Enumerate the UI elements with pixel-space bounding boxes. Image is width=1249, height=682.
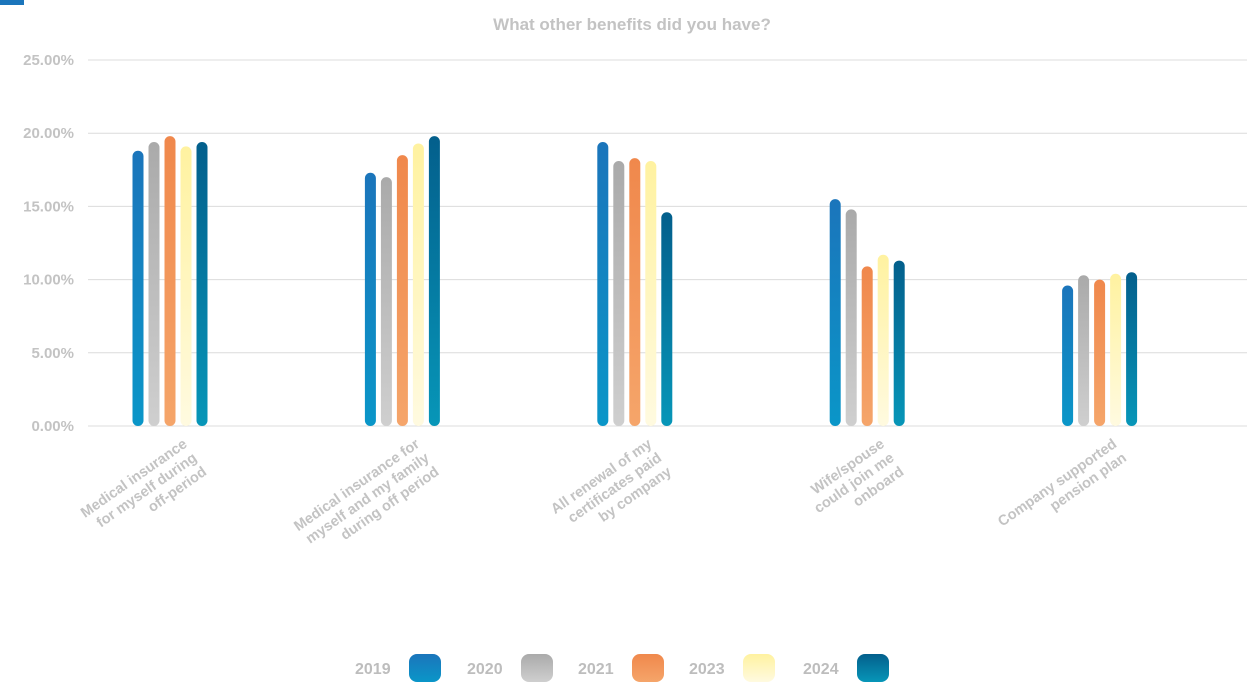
bar-2024	[893, 260, 905, 426]
category-label: Medical insurance formyself and my famil…	[291, 436, 442, 563]
category-label: Company supportedpension plan	[995, 436, 1129, 544]
category-label: Medical insurancefor myself duringoff-pe…	[78, 436, 210, 549]
bar-2023	[877, 254, 889, 426]
y-tick-label: 5.00%	[31, 345, 74, 362]
bar-2024	[428, 136, 440, 427]
legend-item-2019: 2019	[355, 654, 441, 682]
legend-swatch	[857, 654, 889, 682]
legend-item-2024: 2024	[803, 654, 889, 682]
y-tick-label: 15.00%	[23, 198, 74, 215]
legend-swatch	[743, 654, 775, 682]
gridlines	[88, 59, 1247, 427]
legend-label: 2021	[578, 661, 614, 678]
bar-2023	[1110, 273, 1122, 426]
bar-2020	[845, 209, 857, 426]
bar-2024	[196, 141, 208, 426]
legend-label: 2024	[803, 661, 839, 678]
bar-2021	[861, 266, 873, 426]
bar-2019	[597, 141, 609, 426]
bar-2024	[1126, 272, 1138, 426]
bar-2020	[1078, 275, 1090, 426]
bar-2019	[1062, 285, 1074, 426]
chart-title: What other benefits did you have?	[493, 15, 771, 34]
bar-2023	[645, 161, 657, 427]
bar-2019	[132, 150, 144, 426]
bar-2021	[164, 136, 176, 427]
bar-2020	[380, 177, 392, 426]
legend-label: 2020	[467, 661, 503, 678]
y-axis-ticks: 0.00% 5.00% 10.00% 15.00% 20.00% 25.00%	[23, 52, 74, 435]
bar-2020	[613, 161, 625, 427]
bar-2019	[829, 199, 841, 426]
legend-item-2023: 2023	[689, 654, 775, 682]
bar-2021	[396, 155, 408, 426]
legend-item-2021: 2021	[578, 654, 664, 682]
y-tick-label: 10.00%	[23, 272, 74, 289]
y-tick-label: 0.00%	[31, 418, 74, 435]
category-label: Wife/spousecould join meonboard	[802, 436, 907, 531]
category-labels: Medical insurancefor myself duringoff-pe…	[78, 436, 1130, 563]
legend: 2019 2020 2021 2023 2024	[355, 654, 889, 682]
bar-2020	[148, 141, 160, 426]
legend-swatch	[521, 654, 553, 682]
bars	[132, 136, 1138, 427]
legend-item-2020: 2020	[467, 654, 553, 682]
bar-2019	[364, 172, 376, 426]
legend-swatch	[632, 654, 664, 682]
bar-2021	[1094, 279, 1106, 426]
bar-2023	[412, 143, 424, 426]
category-label: All renewal of mycertificates paidby com…	[548, 436, 674, 545]
y-tick-label: 20.00%	[23, 125, 74, 142]
bar-2021	[629, 158, 641, 426]
legend-label: 2019	[355, 661, 391, 678]
legend-swatch	[409, 654, 441, 682]
corner-accent	[0, 0, 24, 5]
bar-2024	[661, 212, 673, 426]
y-tick-label: 25.00%	[23, 52, 74, 69]
bar-2023	[180, 146, 192, 426]
legend-label: 2023	[689, 661, 725, 678]
